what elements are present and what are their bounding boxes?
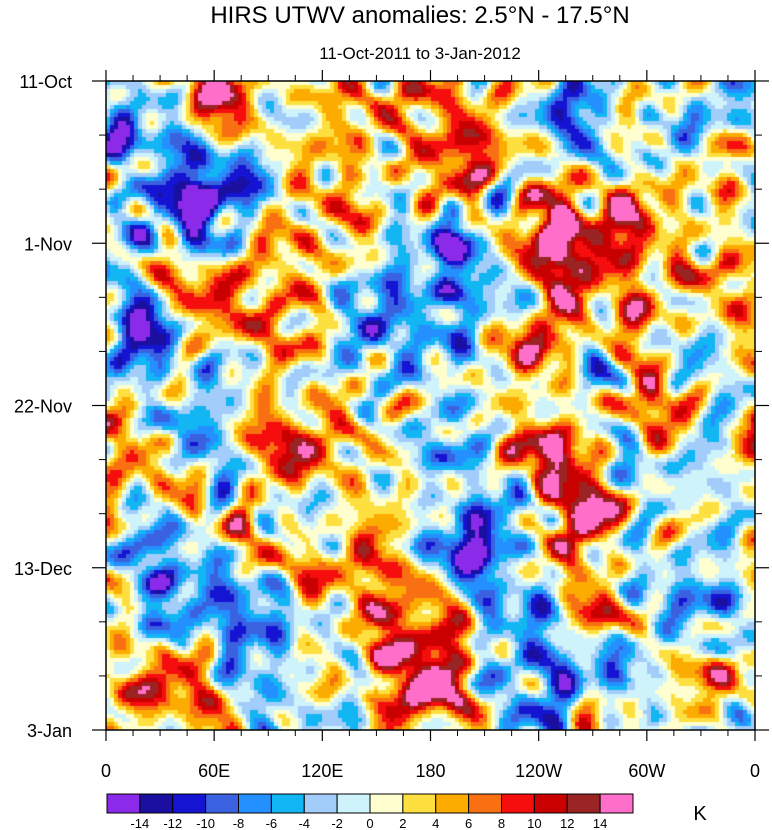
- x-tick-label: 60W: [628, 761, 665, 781]
- y-tick-label: 1-Nov: [24, 234, 72, 254]
- x-tick-label: 0: [750, 761, 760, 781]
- colorbar-label: -8: [233, 816, 245, 830]
- colorbar-swatch: [468, 793, 502, 814]
- colorbar-label: 4: [432, 816, 439, 830]
- colorbar-swatch: [205, 793, 239, 814]
- plot-area: [105, 80, 756, 731]
- colorbar-swatch: [435, 793, 470, 814]
- colorbar-swatch: [238, 793, 272, 814]
- colorbar-label: 6: [465, 816, 472, 830]
- colorbar-swatch: [336, 793, 371, 814]
- colorbar-label: -10: [196, 816, 215, 830]
- x-tick-label: 180: [415, 761, 445, 781]
- colorbar-swatch: [270, 793, 305, 814]
- anomaly-field: [106, 81, 755, 730]
- y-tick-label: 22-Nov: [14, 397, 72, 417]
- x-axis: 0 60E 120E 180 120W 60W 0: [101, 70, 760, 781]
- colorbar-label: -6: [266, 816, 278, 830]
- x-tick-label: 120E: [301, 761, 343, 781]
- colorbar-label: 2: [399, 816, 406, 830]
- chart-subtitle: 11-Oct-2011 to 3-Jan-2012: [319, 44, 521, 63]
- colorbar-unit: K: [693, 803, 707, 825]
- y-tick-label: 11-Oct: [19, 72, 72, 92]
- colorbar-label: 12: [560, 816, 574, 830]
- colorbar-swatch: [139, 793, 174, 814]
- colorbar-swatch: [566, 793, 601, 814]
- colorbar-swatch: [402, 793, 437, 814]
- colorbar-label: -2: [331, 816, 343, 830]
- colorbar-swatch: [369, 793, 404, 814]
- y-tick-label: 13-Dec: [14, 559, 72, 579]
- x-tick-label: 0: [101, 761, 111, 781]
- colorbar: -14 -12 -10 -8 -6 -4 -2 0 2 4 6 8 10 12 14: [106, 793, 634, 830]
- colorbar-swatch: [172, 793, 207, 814]
- y-axis: 11-Oct 1-Nov 22-Nov 13-Dec 3-Jan: [14, 72, 769, 741]
- x-tick-label: 120W: [515, 761, 562, 781]
- x-tick-label: 60E: [198, 761, 230, 781]
- colorbar-swatch: [303, 793, 338, 814]
- colorbar-label: -4: [298, 816, 310, 830]
- colorbar-label: -14: [130, 816, 149, 830]
- chart-title: HIRS UTWV anomalies: 2.5°N - 17.5°N: [210, 2, 629, 29]
- colorbar-label: -12: [163, 816, 182, 830]
- colorbar-label: 8: [498, 816, 505, 830]
- colorbar-label: 14: [593, 816, 607, 830]
- colorbar-swatch: [599, 793, 634, 814]
- colorbar-label: 10: [527, 816, 541, 830]
- colorbar-swatch: [501, 793, 535, 814]
- colorbar-label: 0: [366, 816, 373, 830]
- colorbar-swatch: [106, 793, 141, 814]
- colorbar-swatch: [533, 793, 568, 814]
- y-tick-label: 3-Jan: [27, 721, 72, 741]
